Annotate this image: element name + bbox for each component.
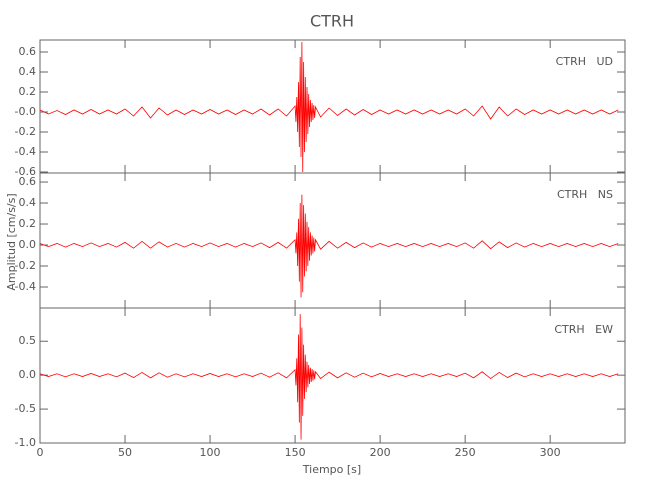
x-tick-label: 0 (37, 446, 44, 459)
x-tick-label: 200 (370, 446, 391, 459)
x-tick-label: 150 (285, 446, 306, 459)
waveform (39, 314, 619, 440)
y-tick-label: 0.6 (19, 45, 37, 58)
y-tick-label: -0.2 (15, 125, 36, 138)
x-tick-label: 100 (200, 446, 221, 459)
y-tick-label: -0.4 (15, 280, 36, 293)
panel-label: CTRH EW (554, 323, 613, 336)
y-tick-label: -1.0 (15, 436, 36, 449)
y-tick-label: 0.4 (19, 65, 37, 78)
x-tick-label: 300 (540, 446, 561, 459)
y-tick-label: -0.0 (15, 105, 36, 118)
y-tick-label: 0.0 (19, 368, 37, 381)
waveform (39, 41, 619, 173)
y-tick-label: 0.2 (19, 217, 37, 230)
y-axis-label: Amplitud [cm/s/s] (5, 193, 18, 290)
panel-label: CTRH UD (556, 55, 613, 68)
panel-frame (39, 39, 626, 174)
y-tick-label: -0.5 (15, 402, 36, 415)
panel-frame (39, 172, 626, 309)
y-tick-label: 0.4 (19, 196, 37, 209)
chart-title: CTRH (310, 12, 354, 31)
y-tick-label: 0.6 (19, 175, 37, 188)
y-tick-label: 0.2 (19, 85, 37, 98)
y-tick-label: 0.0 (19, 238, 37, 251)
y-tick-label: -0.6 (15, 165, 36, 178)
x-tick-label: 50 (118, 446, 132, 459)
panel-label: CTRH NS (557, 188, 613, 201)
y-tick-label: -0.4 (15, 145, 36, 158)
waveform (39, 194, 619, 298)
x-tick-label: 250 (455, 446, 476, 459)
y-tick-label: 0.5 (19, 334, 37, 347)
x-axis-label: Tiempo [s] (302, 463, 361, 476)
y-tick-label: -0.2 (15, 259, 36, 272)
